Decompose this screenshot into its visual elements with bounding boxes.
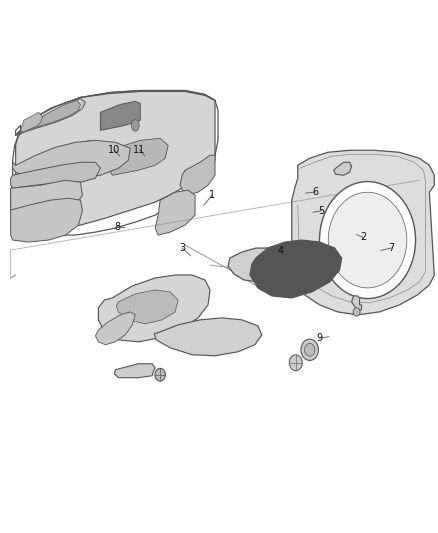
Polygon shape <box>117 290 178 324</box>
Polygon shape <box>154 318 262 356</box>
Polygon shape <box>21 112 42 132</box>
Polygon shape <box>23 100 81 131</box>
Polygon shape <box>95 312 135 345</box>
Circle shape <box>304 343 315 356</box>
Polygon shape <box>228 248 282 282</box>
Circle shape <box>289 355 302 371</box>
Polygon shape <box>19 99 85 135</box>
Polygon shape <box>352 296 361 310</box>
Polygon shape <box>13 140 130 180</box>
Polygon shape <box>16 92 215 232</box>
Polygon shape <box>334 162 352 175</box>
Polygon shape <box>292 150 434 315</box>
Polygon shape <box>11 198 82 242</box>
Text: 3: 3 <box>179 243 185 253</box>
Polygon shape <box>11 162 100 188</box>
Polygon shape <box>180 155 215 195</box>
Polygon shape <box>100 101 140 131</box>
Text: 7: 7 <box>389 243 395 253</box>
Polygon shape <box>114 364 155 378</box>
Polygon shape <box>108 139 168 175</box>
Circle shape <box>353 308 360 316</box>
Polygon shape <box>66 140 95 180</box>
Text: 2: 2 <box>360 232 366 243</box>
Text: 6: 6 <box>312 187 318 197</box>
Ellipse shape <box>328 192 407 288</box>
Polygon shape <box>99 275 210 342</box>
Text: 9: 9 <box>316 333 322 343</box>
Text: 11: 11 <box>134 144 146 155</box>
Text: 5: 5 <box>318 206 325 216</box>
Text: 10: 10 <box>108 144 120 155</box>
Polygon shape <box>11 180 82 222</box>
Ellipse shape <box>319 182 416 298</box>
Polygon shape <box>16 91 215 135</box>
Text: 8: 8 <box>115 222 121 232</box>
Circle shape <box>301 339 318 360</box>
Text: 1: 1 <box>209 190 215 200</box>
Text: 4: 4 <box>277 246 283 255</box>
Polygon shape <box>250 240 342 298</box>
Polygon shape <box>155 190 195 235</box>
Circle shape <box>155 368 166 381</box>
Ellipse shape <box>131 119 139 131</box>
